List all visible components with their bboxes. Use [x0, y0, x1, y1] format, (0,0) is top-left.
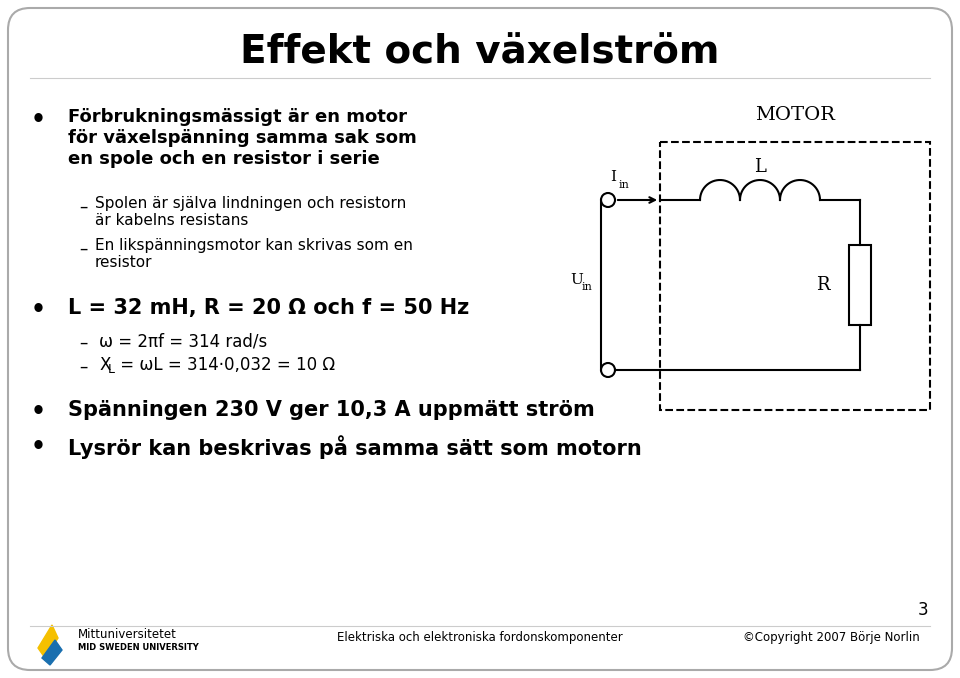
Text: L: L [108, 363, 115, 376]
Text: –: – [79, 334, 87, 352]
Text: Förbrukningsmässigt är en motor
för växelspänning samma sak som
en spole och en : Förbrukningsmässigt är en motor för växe… [68, 108, 417, 167]
Text: –: – [79, 358, 87, 376]
Text: = ωL = 314·0,032 = 10 Ω: = ωL = 314·0,032 = 10 Ω [115, 356, 335, 374]
Text: –: – [79, 198, 87, 216]
Text: L: L [754, 158, 766, 176]
Text: 3: 3 [918, 601, 928, 619]
Text: X: X [99, 356, 110, 374]
Text: L = 32 mH, R = 20 Ω och f = 50 Hz: L = 32 mH, R = 20 Ω och f = 50 Hz [68, 298, 469, 318]
Text: U: U [570, 273, 583, 287]
Text: in: in [582, 282, 593, 292]
Text: Spolen är själva lindningen och resistorn
är kabelns resistans: Spolen är själva lindningen och resistor… [95, 196, 406, 228]
Text: MOTOR: MOTOR [755, 106, 835, 124]
Text: ω = 2πf = 314 rad/s: ω = 2πf = 314 rad/s [99, 332, 267, 350]
Text: •: • [31, 108, 45, 132]
Text: Mittuniversitetet: Mittuniversitetet [78, 629, 177, 641]
Text: •: • [31, 435, 45, 459]
Text: •: • [31, 298, 45, 322]
Text: Effekt och växelström: Effekt och växelström [240, 33, 720, 71]
Text: Lysrör kan beskrivas på samma sätt som motorn: Lysrör kan beskrivas på samma sätt som m… [68, 435, 641, 459]
Text: En likspänningsmotor kan skrivas som en
resistor: En likspänningsmotor kan skrivas som en … [95, 238, 413, 271]
Text: –: – [79, 240, 87, 258]
Bar [849, 245, 871, 325]
Text: R: R [817, 276, 830, 294]
Text: in: in [619, 180, 630, 190]
Text: Elektriska och elektroniska fordonskomponenter: Elektriska och elektroniska fordonskompo… [337, 631, 623, 645]
Text: Spänningen 230 V ger 10,3 A uppmätt ström: Spänningen 230 V ger 10,3 A uppmätt strö… [68, 400, 595, 420]
Polygon shape [42, 640, 62, 665]
FancyBboxPatch shape [8, 8, 952, 670]
Text: I: I [610, 170, 616, 184]
Text: •: • [31, 400, 45, 424]
Text: ©Copyright 2007 Börje Norlin: ©Copyright 2007 Börje Norlin [743, 631, 920, 645]
Polygon shape [38, 625, 58, 658]
Text: MID SWEDEN UNIVERSITY: MID SWEDEN UNIVERSITY [78, 643, 199, 652]
